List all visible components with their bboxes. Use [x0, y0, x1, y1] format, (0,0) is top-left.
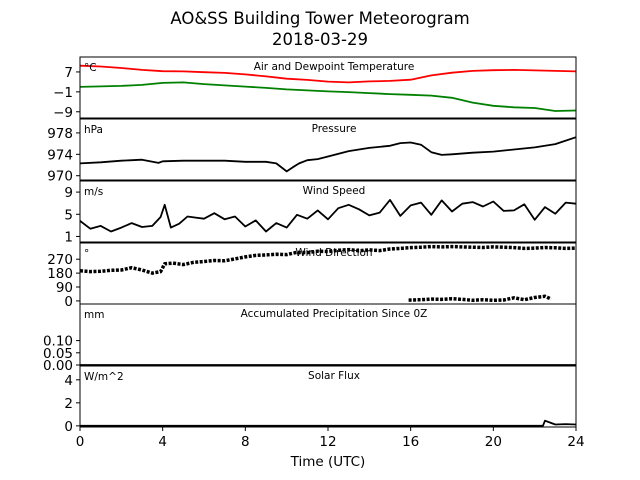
y-tick-label: 974 [47, 147, 73, 163]
y-tick-label: 4 [64, 373, 73, 389]
series-line-wind_speed-0 [80, 198, 576, 233]
x-tick-label: 0 [76, 434, 85, 450]
x-tick-label: 20 [485, 434, 502, 450]
x-tick-label: 24 [567, 434, 584, 450]
y-tick-label: 9 [64, 185, 73, 201]
panel-unit-wind_direction: ° [84, 248, 89, 260]
chart-title: AO&SS Building Tower Meteorogram [170, 9, 469, 28]
y-tick-label: 978 [47, 126, 73, 142]
panel-title-precip: Accumulated Precipitation Since 0Z [241, 308, 428, 320]
panel-unit-precip: mm [84, 309, 104, 321]
x-tick-label: 16 [402, 434, 419, 450]
y-tick-label: −9 [53, 105, 73, 121]
panel-pressure: 970 974 978 hPa Pressure [47, 118, 577, 185]
y-tick-label: 270 [47, 252, 73, 268]
x-tick-label: 8 [241, 434, 250, 450]
panel-frame-precip [79, 303, 577, 366]
panel-frame-wind_speed [79, 180, 577, 243]
y-tick-label: 0.10 [43, 334, 73, 350]
y-tick-label: 0 [64, 294, 73, 310]
panels: 7−1−9°C Air and Dewpoint Temperature97097… [43, 56, 577, 435]
y-tick-label: 90 [56, 280, 73, 296]
series-line-wind_direction-1 [408, 294, 552, 303]
y-tick-label: 5 [64, 207, 73, 223]
chart-subtitle: 2018-03-29 [272, 30, 368, 49]
panel-unit-solar: W/m^2 [84, 371, 124, 383]
series-line-temp-0 [80, 64, 576, 84]
x-axis: 0 4 8 12 16 20 24 [76, 427, 585, 450]
y-tick-label: 7 [64, 65, 73, 81]
panel-precip: 0.000.050.10 mm Accumulated Precipitation … [43, 303, 577, 374]
series-line-pressure-0 [80, 136, 576, 173]
y-tick-label: 0.05 [43, 346, 73, 362]
y-tick-label: 180 [47, 266, 73, 282]
panel-title-temp: Air and Dewpoint Temperature [254, 61, 415, 73]
panel-title-wind_speed: Wind Speed [303, 185, 366, 197]
panel-frame-pressure [79, 118, 577, 181]
y-tick-label: 2 [64, 396, 73, 412]
panel-title-wind_direction: Wind Direction [295, 247, 372, 259]
series-line-solar-0 [80, 419, 576, 427]
panel-title-pressure: Pressure [312, 123, 357, 135]
y-tick-label: 1 [64, 229, 73, 245]
panel-unit-pressure: hPa [84, 124, 103, 136]
y-tick-label: 970 [47, 169, 73, 185]
panel-unit-wind_speed: m/s [84, 186, 103, 198]
y-tick-label: 0 [64, 419, 73, 435]
x-tick-label: 4 [158, 434, 167, 450]
panel-wind_speed: 1 5 9 m/s Wind Speed [64, 180, 577, 245]
panel-temp: 7 −1 −9 °C Air and Dewpoint Temperature [53, 56, 577, 121]
series-line-temp-1 [80, 81, 576, 112]
panel-unit-temp: °C [84, 62, 97, 74]
x-tick-label: 12 [319, 434, 336, 450]
y-tick-label: −1 [53, 85, 73, 101]
panel-title-solar: Solar Flux [308, 370, 360, 382]
x-axis-label: Time (UTC) [290, 454, 366, 470]
panel-frame-temp [79, 56, 577, 119]
y-tick-label: 0.00 [43, 358, 73, 374]
series-line-wind_direction-0 [80, 244, 576, 275]
